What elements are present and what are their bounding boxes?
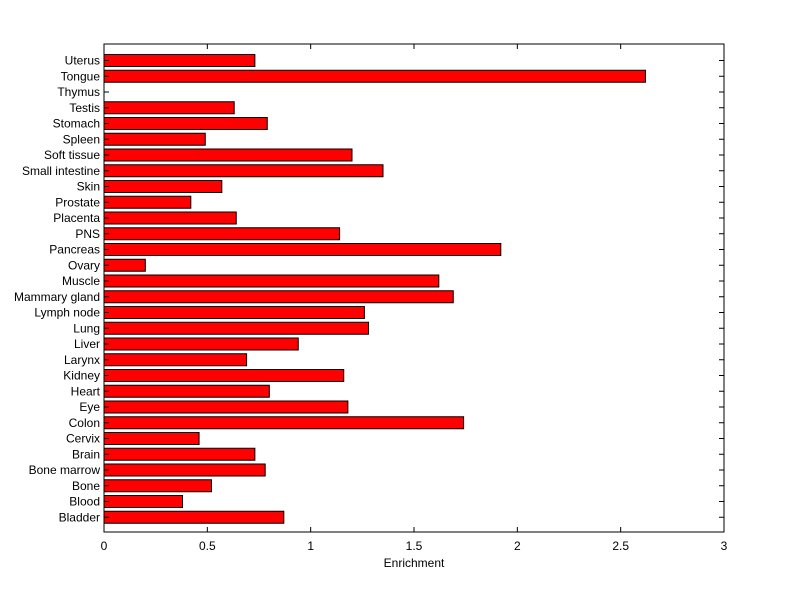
bar-tongue <box>103 69 646 83</box>
category-label: Larynx <box>64 353 100 367</box>
category-label: PNS <box>75 227 100 241</box>
bar-mammary-gland <box>103 290 454 304</box>
category-label: Bone <box>72 479 100 493</box>
bar-ovary <box>103 258 146 272</box>
x-tick-labels: 0 0.5 1 1.5 2 2.5 3 <box>101 539 728 553</box>
bar-placenta <box>103 211 237 225</box>
category-label: Testis <box>69 101 100 115</box>
bar-colon <box>103 416 465 430</box>
bar-eye <box>103 400 349 414</box>
bar-blood <box>103 495 184 508</box>
x-tick-label: 2.5 <box>612 539 629 553</box>
x-tick-label: 2 <box>514 539 521 553</box>
category-label: Placenta <box>53 211 100 225</box>
bar-kidney <box>103 369 345 382</box>
bar-lymph-node <box>103 306 365 319</box>
bar-bone-marrow <box>103 463 266 477</box>
x-tick-label: 1.5 <box>406 539 423 553</box>
bar-stomach <box>103 117 268 130</box>
category-label: Soft tissue <box>44 148 100 162</box>
category-label: Eye <box>79 400 100 414</box>
bar-larynx <box>103 353 248 367</box>
bar-testis <box>103 101 235 115</box>
category-label: Blood <box>69 495 100 509</box>
x-tick-label: 1 <box>307 539 314 553</box>
category-label: Mammary gland <box>14 290 100 304</box>
category-label: Lung <box>73 321 100 335</box>
bar-skin <box>103 180 223 193</box>
bars-layer <box>103 54 646 524</box>
bar-muscle <box>103 274 440 288</box>
category-label: Lymph node <box>34 306 100 320</box>
bar-uterus <box>103 54 256 67</box>
bar-brain <box>103 447 256 461</box>
x-tick-label: 0.5 <box>199 539 216 553</box>
x-tick-label: 3 <box>721 539 728 553</box>
category-label: Cervix <box>66 432 100 446</box>
bar-bone <box>103 479 212 493</box>
category-label: Heart <box>71 384 101 398</box>
category-label: Tongue <box>61 69 101 83</box>
category-label: Ovary <box>68 258 100 272</box>
bar-pancreas <box>103 243 502 256</box>
category-label: Kidney <box>63 369 100 383</box>
bar-heart <box>103 384 270 398</box>
x-tick-label: 0 <box>101 539 108 553</box>
bar-prostate <box>103 195 192 209</box>
category-label: Small intestine <box>22 164 100 178</box>
category-label: Spleen <box>63 132 100 146</box>
bar-bladder <box>103 510 285 524</box>
category-label: Skin <box>77 180 100 194</box>
bar-liver <box>103 337 299 351</box>
category-label: Stomach <box>53 117 100 131</box>
category-label: Liver <box>74 337 100 351</box>
bar-lung <box>103 321 370 335</box>
bar-pns <box>103 227 341 241</box>
bar-spleen <box>103 132 206 146</box>
category-label: Bone marrow <box>29 463 101 477</box>
category-label: Muscle <box>62 274 100 288</box>
category-label: Brain <box>72 447 100 461</box>
plot-frame <box>103 43 725 533</box>
category-label: Bladder <box>59 510 100 524</box>
category-label: Colon <box>69 416 100 430</box>
category-label: Prostate <box>55 195 100 209</box>
bar-small-intestine <box>103 164 384 178</box>
category-label: Pancreas <box>49 243 100 257</box>
category-label: Uterus <box>65 54 100 68</box>
bar-cervix <box>103 432 200 445</box>
x-axis-label: Enrichment <box>384 556 445 570</box>
bar-soft-tissue <box>103 148 353 162</box>
category-label: Thymus <box>57 85 100 99</box>
